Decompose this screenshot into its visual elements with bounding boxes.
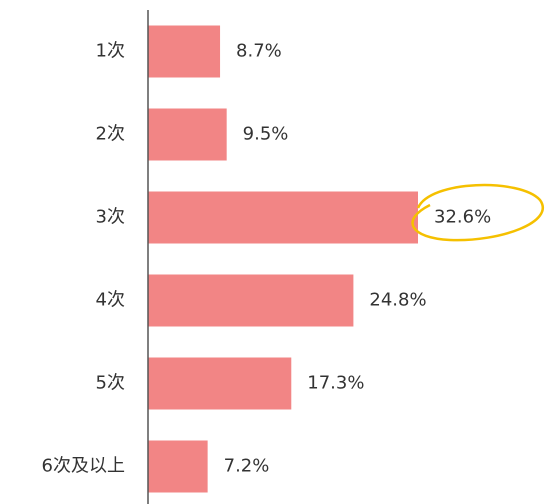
category-label: 5次 (96, 373, 125, 394)
bar (148, 274, 354, 327)
highlight-circle (411, 183, 544, 242)
bar (148, 357, 292, 410)
bar (148, 440, 208, 493)
value-label: 7.2% (224, 456, 270, 477)
value-label: 8.7% (236, 41, 282, 62)
bar (148, 25, 221, 78)
bar (148, 108, 227, 161)
value-label: 17.3% (307, 373, 364, 394)
category-label: 2次 (96, 124, 125, 145)
category-label: 6次及以上 (42, 456, 125, 477)
category-label: 3次 (96, 207, 125, 228)
category-label: 1次 (96, 41, 125, 62)
value-label: 32.6% (434, 207, 491, 228)
value-label: 9.5% (243, 124, 289, 145)
bar (148, 191, 418, 244)
category-label: 4次 (96, 290, 125, 311)
value-label: 24.8% (369, 290, 426, 311)
